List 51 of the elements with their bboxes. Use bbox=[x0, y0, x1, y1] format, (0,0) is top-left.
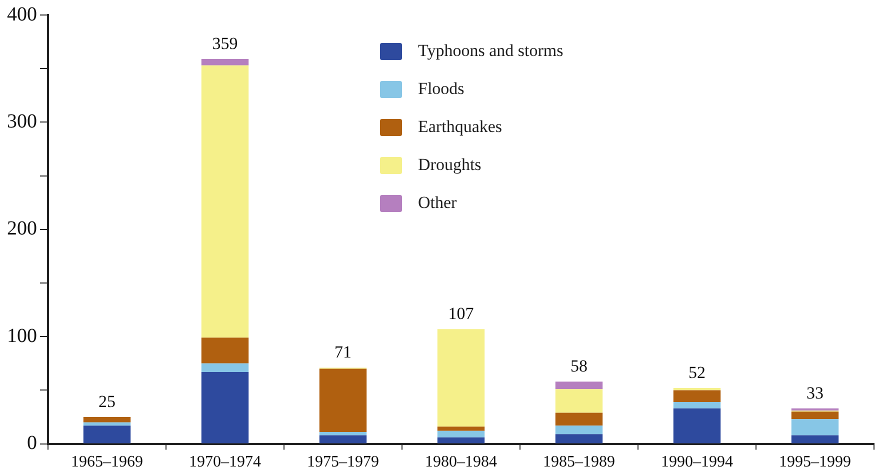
total-label: 25 bbox=[98, 392, 116, 411]
x-tick-label: 1985–1989 bbox=[543, 454, 615, 471]
bar bbox=[437, 430, 485, 438]
y-tick-label: 300 bbox=[7, 110, 37, 132]
y-tick-label: 100 bbox=[7, 324, 37, 347]
bar bbox=[319, 435, 367, 444]
bar bbox=[437, 329, 485, 427]
bar bbox=[555, 382, 603, 390]
x-tick-label: 1965–1969 bbox=[71, 454, 143, 471]
bar bbox=[83, 417, 131, 422]
total-label: 52 bbox=[688, 363, 706, 382]
legend-label: Earthquakes bbox=[418, 117, 502, 137]
total-label: 33 bbox=[806, 383, 824, 402]
bar bbox=[201, 372, 249, 444]
bar bbox=[555, 434, 603, 444]
y-tick-label: 0 bbox=[27, 432, 37, 454]
bar bbox=[83, 422, 131, 426]
bar bbox=[555, 412, 603, 426]
bar bbox=[201, 363, 249, 372]
legend-label: Typhoons and storms bbox=[418, 41, 564, 61]
bar bbox=[83, 426, 131, 444]
x-tick-label: 1970–1974 bbox=[189, 454, 261, 471]
legend-label: Floods bbox=[418, 79, 464, 99]
bar bbox=[319, 432, 367, 436]
x-tick-label: 1980–1984 bbox=[425, 454, 497, 471]
x-tick-label: 1975–1979 bbox=[307, 454, 379, 471]
bar bbox=[791, 412, 839, 420]
bar bbox=[555, 389, 603, 413]
bar bbox=[673, 408, 721, 444]
legend-label: Droughts bbox=[418, 155, 482, 175]
bar bbox=[673, 402, 721, 408]
bar bbox=[791, 435, 839, 444]
bar bbox=[673, 390, 721, 402]
bar bbox=[437, 437, 485, 444]
bar bbox=[201, 65, 249, 338]
bar bbox=[319, 368, 367, 432]
bar bbox=[791, 408, 839, 411]
x-tick-label: 1990–1994 bbox=[661, 454, 733, 471]
bar bbox=[201, 338, 249, 364]
bar bbox=[791, 419, 839, 436]
bar bbox=[201, 58, 249, 66]
x-tick-label: 1995–1999 bbox=[779, 454, 851, 471]
total-label: 107 bbox=[448, 304, 474, 324]
bar bbox=[437, 426, 485, 431]
total-label: 359 bbox=[212, 34, 238, 53]
legend-label: Other bbox=[418, 193, 457, 213]
total-label: 58 bbox=[570, 356, 588, 376]
y-tick-label: 400 bbox=[7, 3, 37, 26]
total-label: 71 bbox=[334, 342, 352, 362]
bar bbox=[555, 426, 603, 434]
y-tick-label: 200 bbox=[7, 218, 37, 240]
